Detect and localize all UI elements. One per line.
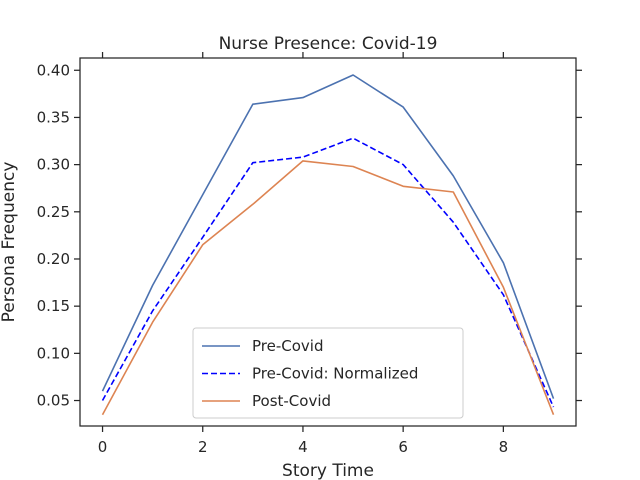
x-tick-label: 8 [499,438,509,456]
y-axis-label: Persona Frequency [0,162,19,323]
series-line-3 [101,160,555,416]
legend-label: Pre-Covid [252,337,323,355]
y-axis: 0.05 0.10 0.15 0.20 0.25 0.30 0.35 0.40 [37,61,582,410]
x-tick-label: 0 [98,438,108,456]
y-tick-label: 0.15 [37,297,70,315]
x-tick-label: 4 [298,438,308,456]
x-axis: 0 2 4 6 8 [98,52,508,456]
legend-box [192,327,464,419]
y-tick-label: 0.10 [37,344,70,362]
y-tick-label: 0.20 [37,250,70,268]
y-tick-label: 0.35 [37,108,70,126]
series-line-2 [101,137,555,408]
legend: Pre-Covid Pre-Covid: Normalized Post-Covid [192,327,464,419]
x-tick-label: 2 [198,438,208,456]
legend-label: Pre-Covid: Normalized [252,365,418,383]
plot-area [79,57,577,427]
plot-frame [79,57,577,427]
chart-title: Nurse Presence: Covid-19 [219,34,438,54]
legend-label: Post-Covid [252,392,331,410]
y-tick-label: 0.40 [37,61,70,79]
x-tick-label: 6 [398,438,408,456]
series-line-1 [101,74,555,399]
y-tick-label: 0.05 [37,392,70,410]
series-layer [101,74,555,416]
x-axis-label: Story Time [282,461,374,480]
y-tick-label: 0.30 [37,156,70,174]
y-tick-label: 0.25 [37,203,70,221]
